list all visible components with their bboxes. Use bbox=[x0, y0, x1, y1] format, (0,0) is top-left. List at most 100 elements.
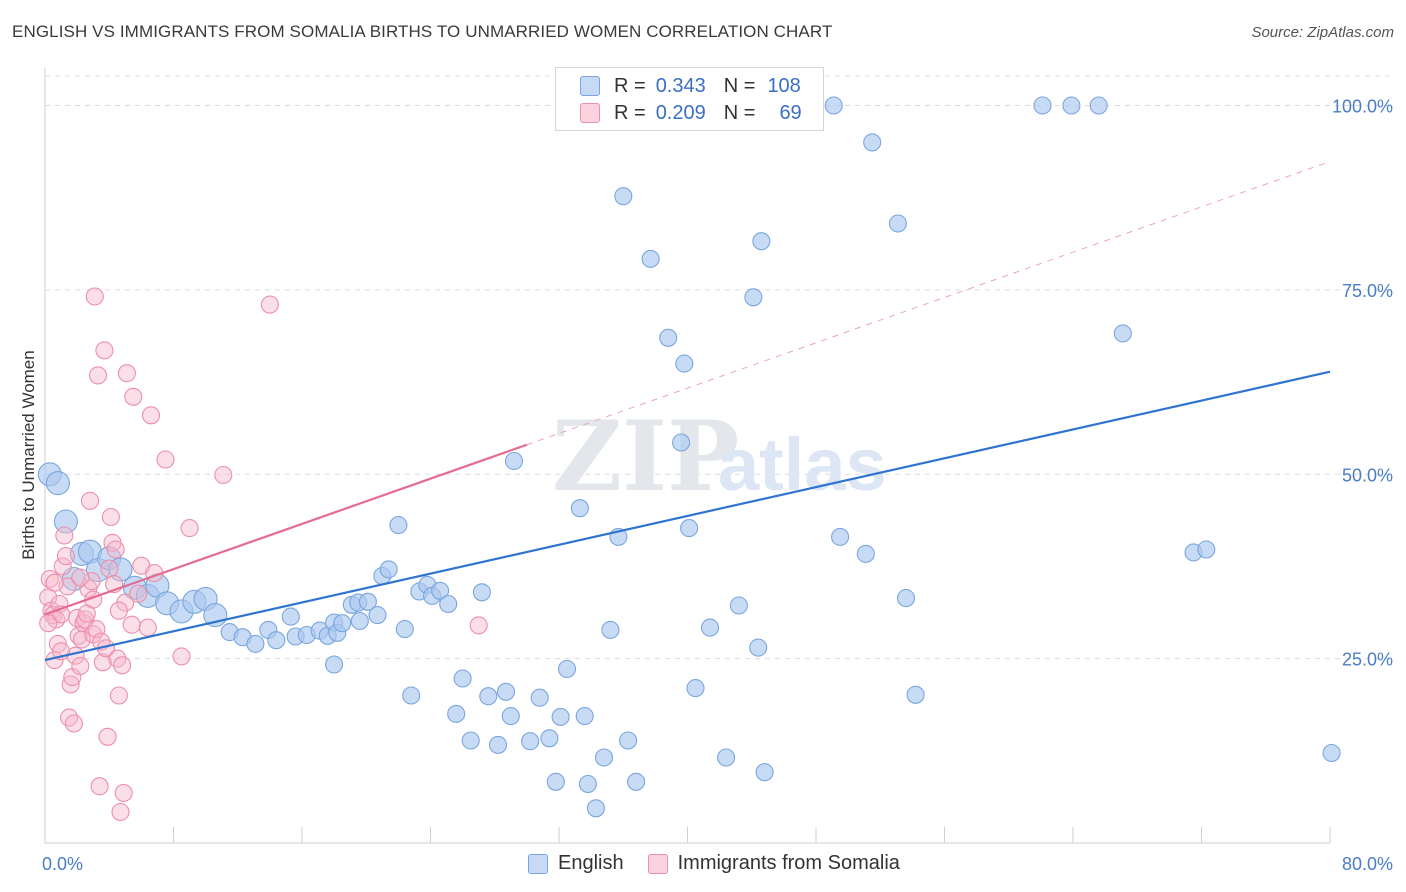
somalia-point bbox=[56, 547, 75, 566]
somalia-point bbox=[469, 616, 488, 635]
somalia-point bbox=[88, 366, 108, 385]
english-point bbox=[1089, 96, 1108, 115]
somalia-point bbox=[109, 601, 128, 620]
legend-row-english: R = 0.343 N = 108 bbox=[580, 73, 801, 99]
english-point bbox=[755, 763, 774, 782]
chart-title: ENGLISH VS IMMIGRANTS FROM SOMALIA BIRTH… bbox=[12, 22, 833, 41]
english-point bbox=[551, 707, 570, 726]
somalia-point bbox=[95, 341, 114, 360]
legend-row-somalia: R = 0.209 N = 69 bbox=[580, 100, 802, 126]
chart-source: Source: ZipAtlas.com bbox=[1251, 24, 1394, 41]
legend-r-value: 0.343 bbox=[655, 74, 706, 97]
english-point bbox=[267, 631, 286, 650]
x-tick-label-min: 0.0% bbox=[42, 854, 83, 874]
english-point bbox=[53, 509, 78, 534]
english-point bbox=[729, 596, 748, 615]
somalia-point bbox=[138, 618, 157, 637]
english-point bbox=[389, 516, 408, 535]
somalia-point bbox=[60, 708, 79, 727]
grid-layer bbox=[45, 75, 1392, 660]
bottom-legend-swatch-english bbox=[528, 853, 548, 874]
english-point bbox=[619, 731, 638, 750]
english-point bbox=[557, 659, 577, 679]
english-point bbox=[601, 620, 620, 639]
y-tick-label: 75.0% bbox=[1342, 281, 1393, 301]
somalia-point bbox=[80, 491, 100, 510]
axis-layer: 25.0% 50.0% 75.0% 100.0% 0.0% 80.0% bbox=[42, 68, 1393, 874]
english-point bbox=[700, 618, 720, 637]
somalia-point bbox=[114, 783, 133, 802]
english-point bbox=[856, 544, 875, 563]
english-point bbox=[586, 799, 605, 818]
somalia-trend-line bbox=[44, 443, 528, 616]
english-point bbox=[402, 686, 421, 705]
english-point bbox=[496, 682, 516, 701]
somalia-point bbox=[129, 584, 148, 603]
y-axis-label: Births to Unmarried Women bbox=[19, 350, 38, 559]
watermark-atlas: atlas bbox=[718, 423, 887, 506]
somalia-trend-extension bbox=[526, 161, 1331, 446]
english-point bbox=[896, 589, 916, 608]
english-point bbox=[246, 634, 265, 653]
english-point bbox=[1062, 96, 1081, 115]
english-point bbox=[379, 560, 398, 579]
english-point bbox=[744, 288, 763, 307]
english-point bbox=[431, 581, 450, 600]
english-point bbox=[627, 772, 646, 791]
english-point bbox=[575, 707, 594, 726]
english-point bbox=[686, 679, 705, 698]
english-point bbox=[1197, 540, 1216, 559]
english-point bbox=[488, 735, 508, 754]
trend-layer bbox=[44, 161, 1331, 662]
y-tick-label: 25.0% bbox=[1342, 650, 1393, 670]
english-point bbox=[1033, 96, 1052, 115]
english-point bbox=[530, 688, 549, 707]
english-point bbox=[325, 655, 344, 674]
english-point bbox=[479, 687, 498, 706]
legend-n-value: 69 bbox=[779, 101, 802, 124]
somalia-point bbox=[82, 572, 101, 591]
english-point bbox=[641, 249, 660, 268]
legend-n-label: N = bbox=[723, 74, 756, 97]
somalia-point bbox=[85, 287, 104, 306]
english-point bbox=[540, 729, 559, 748]
y-tick-label: 100.0% bbox=[1332, 97, 1393, 117]
english-point bbox=[521, 732, 540, 751]
somalia-point bbox=[90, 777, 109, 796]
somalia-point bbox=[72, 630, 91, 649]
english-point bbox=[546, 772, 565, 791]
english-point bbox=[439, 594, 458, 614]
bottom-legend-somalia: Immigrants from Somalia bbox=[647, 852, 900, 875]
x-tick-label-max: 80.0% bbox=[1342, 854, 1393, 874]
somalia-point bbox=[93, 653, 112, 672]
english-point bbox=[831, 527, 850, 546]
english-point bbox=[45, 471, 70, 496]
english-point bbox=[1113, 324, 1132, 343]
somalia-point bbox=[141, 406, 161, 425]
somalia-point bbox=[64, 714, 83, 733]
somalia-point bbox=[100, 559, 119, 578]
english-point bbox=[453, 669, 472, 688]
english-point bbox=[659, 328, 678, 347]
points-layer bbox=[37, 96, 1341, 822]
somalia-point bbox=[111, 802, 130, 822]
somalia-point bbox=[260, 295, 279, 314]
legend-swatch-somalia bbox=[580, 103, 600, 123]
english-point bbox=[680, 519, 699, 538]
legend-r-value: 0.209 bbox=[655, 101, 706, 124]
somalia-point bbox=[124, 387, 143, 406]
english-point bbox=[501, 707, 520, 726]
bottom-legend-somalia-label: Immigrants from Somalia bbox=[677, 852, 900, 874]
somalia-point bbox=[98, 727, 117, 746]
somalia-point bbox=[61, 675, 80, 694]
english-point bbox=[1322, 743, 1341, 763]
english-point bbox=[461, 731, 480, 750]
legend: R = 0.343 N = 108 R = 0.209 N = 69 bbox=[555, 67, 824, 131]
somalia-point bbox=[113, 656, 132, 675]
english-point bbox=[824, 96, 843, 115]
english-point bbox=[888, 214, 907, 233]
somalia-point bbox=[109, 686, 128, 705]
somalia-point bbox=[71, 568, 90, 587]
somalia-point bbox=[55, 526, 74, 545]
